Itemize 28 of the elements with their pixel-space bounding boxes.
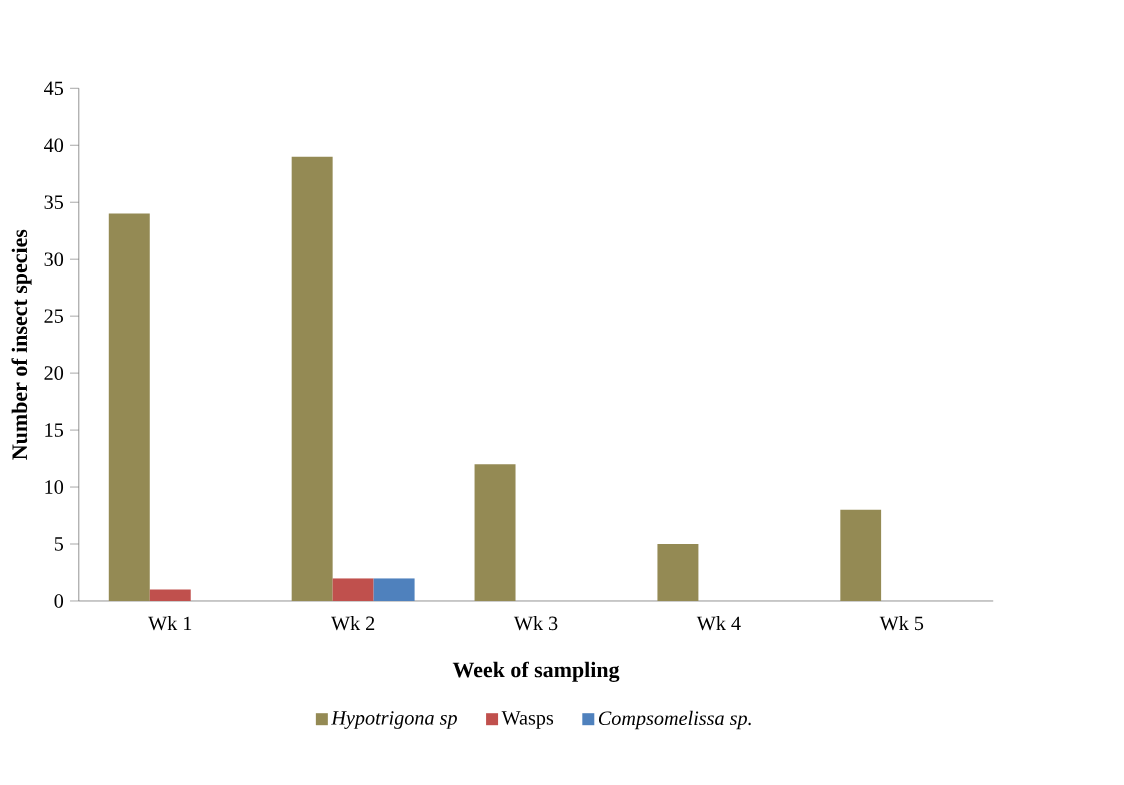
y-tick-label: 15 <box>45 423 64 437</box>
y-tick-label: 45 <box>44 81 64 95</box>
x-tick-label: Wk 3 <box>513 615 558 631</box>
bar <box>657 543 699 601</box>
legend-label: Wasps <box>501 711 554 729</box>
x-axis-title: Week of sampling <box>452 661 620 682</box>
x-tick-label: Wk 5 <box>879 615 924 631</box>
legend-label: Hypotrigona sp <box>331 711 457 729</box>
y-tick-label: 20 <box>44 366 64 380</box>
legend-label: Compsomelissa sp. <box>598 710 751 730</box>
bar <box>373 578 415 601</box>
bar <box>474 464 516 601</box>
x-tick-label: Wk 1 <box>148 615 192 631</box>
y-tick-label: 5 <box>54 537 64 551</box>
y-tick-label: 40 <box>44 138 64 152</box>
bar <box>332 578 374 601</box>
y-tick-label: 0 <box>54 594 64 608</box>
x-tick-label: Wk 2 <box>331 615 375 631</box>
y-tick-label: 10 <box>45 480 64 494</box>
bar <box>291 156 333 601</box>
bar <box>149 589 191 601</box>
y-axis-title: Number of insect species <box>11 229 32 460</box>
y-tick-label: 25 <box>44 309 64 323</box>
bar <box>840 509 882 601</box>
x-tick-label: Wk 4 <box>696 615 741 631</box>
bar <box>108 213 150 601</box>
y-tick-label: 35 <box>44 195 64 209</box>
y-tick-label: 30 <box>44 252 64 266</box>
